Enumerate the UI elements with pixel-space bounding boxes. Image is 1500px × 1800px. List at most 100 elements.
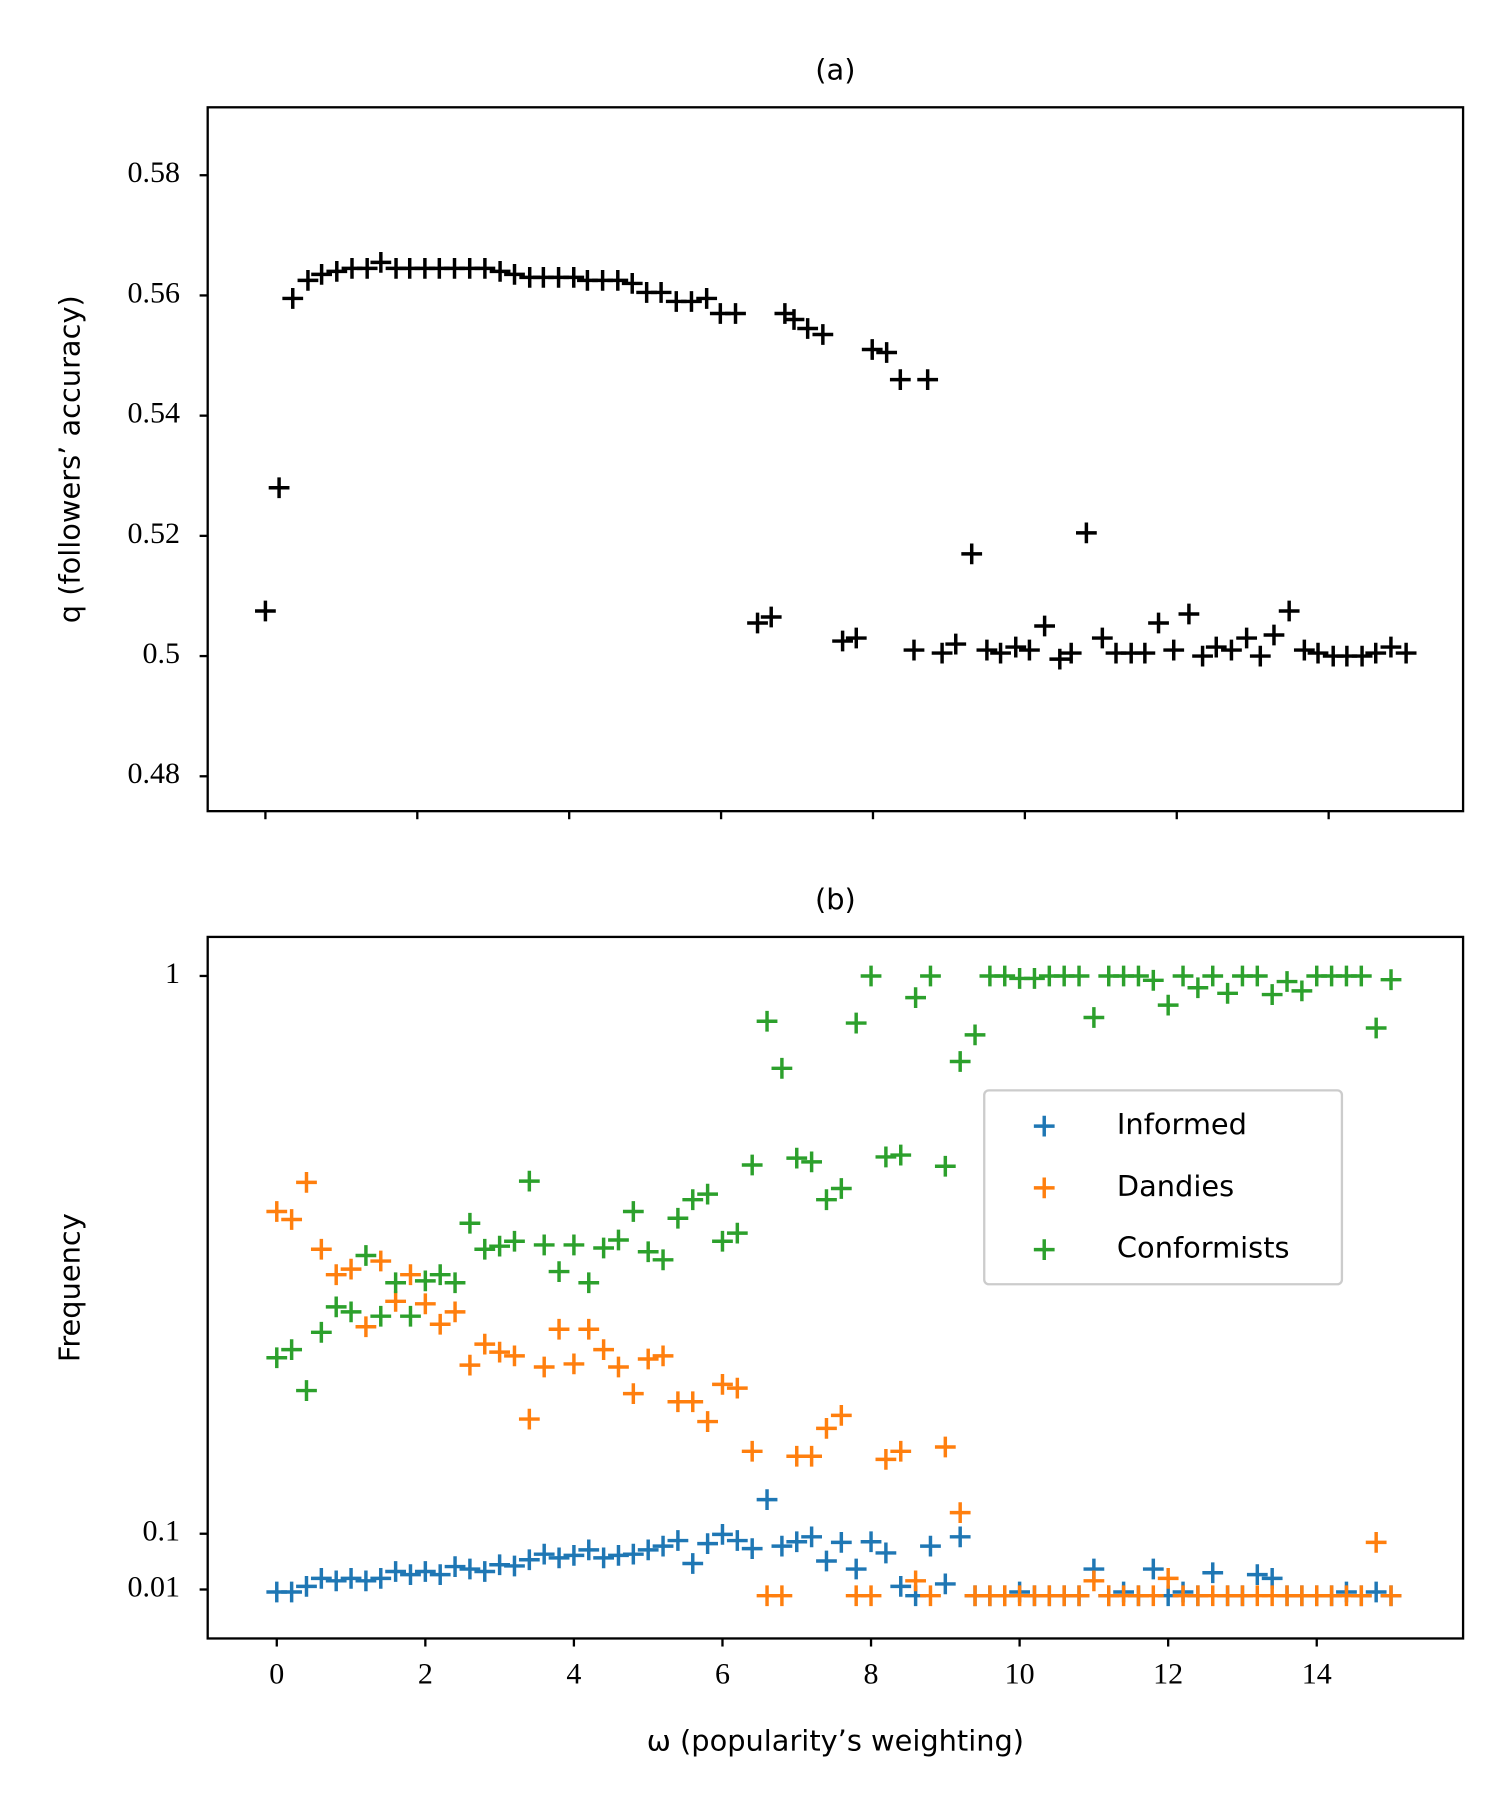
y-tick-label: 0.52 <box>128 517 181 550</box>
point <box>667 1530 689 1551</box>
point <box>504 1230 525 1252</box>
point <box>1246 965 1268 987</box>
point <box>459 1558 481 1580</box>
point <box>325 1570 347 1592</box>
y-tick-label: 0.01 <box>128 1570 181 1603</box>
point <box>890 1576 912 1597</box>
point <box>1142 1558 1164 1580</box>
point <box>801 1151 822 1173</box>
point <box>1278 600 1300 622</box>
point <box>489 1235 511 1257</box>
point <box>1192 645 1213 667</box>
point <box>414 1561 436 1582</box>
point <box>310 1238 332 1260</box>
point <box>945 633 967 655</box>
point <box>621 273 643 294</box>
point <box>340 1301 362 1323</box>
point <box>812 324 834 345</box>
point <box>608 1229 629 1251</box>
x-tick-label: 4 <box>566 1657 581 1690</box>
point <box>325 1264 347 1286</box>
point <box>652 1535 674 1557</box>
point <box>266 1347 288 1369</box>
point <box>712 1230 733 1252</box>
point <box>961 543 983 565</box>
point <box>1293 639 1315 661</box>
point <box>385 1290 407 1312</box>
point <box>696 288 718 309</box>
point <box>890 1144 912 1166</box>
point <box>578 1539 600 1561</box>
point <box>816 1417 837 1439</box>
point <box>741 1538 763 1559</box>
point <box>548 1547 570 1569</box>
point <box>474 258 496 279</box>
point <box>949 1526 971 1548</box>
point <box>1128 965 1149 987</box>
point <box>756 1489 778 1511</box>
point <box>875 1542 897 1564</box>
point <box>1246 1564 1268 1586</box>
point <box>845 1012 867 1034</box>
point <box>934 1573 956 1595</box>
point <box>282 288 304 309</box>
point <box>400 1264 421 1286</box>
point <box>400 1564 421 1586</box>
point <box>1365 1581 1387 1603</box>
point <box>1261 984 1283 1005</box>
x-axis-label: ω (popularity’s weighting) <box>647 1723 1024 1757</box>
point <box>474 1333 496 1355</box>
legend-marker <box>1033 1177 1055 1199</box>
point <box>385 1272 407 1294</box>
plot-frame <box>206 935 1465 1640</box>
point <box>1068 1585 1090 1607</box>
point <box>1083 1007 1105 1028</box>
point <box>268 477 290 499</box>
point <box>593 1547 615 1569</box>
point <box>771 1535 793 1557</box>
point <box>563 1234 585 1256</box>
y-tick-label: 0.5 <box>143 637 181 670</box>
point <box>816 1550 837 1572</box>
y-tick-label: 0.48 <box>128 757 181 790</box>
point <box>637 1241 659 1263</box>
point <box>414 1270 436 1292</box>
point <box>1076 522 1097 544</box>
point <box>712 1523 733 1545</box>
point <box>875 1448 897 1470</box>
legend-marker <box>1033 1239 1055 1260</box>
point <box>1049 648 1071 670</box>
point <box>1024 968 1045 989</box>
point <box>889 369 911 390</box>
point <box>370 1567 392 1589</box>
point <box>1380 1585 1402 1607</box>
point <box>1068 965 1090 987</box>
point <box>1276 971 1298 992</box>
y-tick-label: 0.54 <box>128 397 181 430</box>
point <box>860 1585 882 1607</box>
point <box>934 1436 956 1458</box>
point <box>593 1339 615 1361</box>
point <box>1221 639 1242 661</box>
point <box>1395 642 1417 664</box>
point <box>533 1356 555 1378</box>
point <box>801 1526 822 1548</box>
point <box>355 1570 377 1592</box>
point <box>340 1567 362 1589</box>
point <box>832 630 853 652</box>
y-tick-label: 0.1 <box>143 1515 181 1548</box>
point <box>1307 642 1329 664</box>
point <box>830 1532 852 1553</box>
x-tick-label: 0 <box>269 1657 284 1690</box>
point <box>964 1024 986 1046</box>
point <box>504 1555 525 1577</box>
point <box>504 1345 525 1367</box>
point <box>741 1440 763 1462</box>
point <box>593 1237 615 1259</box>
point <box>830 1178 852 1199</box>
point <box>830 1404 852 1426</box>
legend-label: Conformists <box>1117 1231 1290 1265</box>
point <box>860 965 882 987</box>
